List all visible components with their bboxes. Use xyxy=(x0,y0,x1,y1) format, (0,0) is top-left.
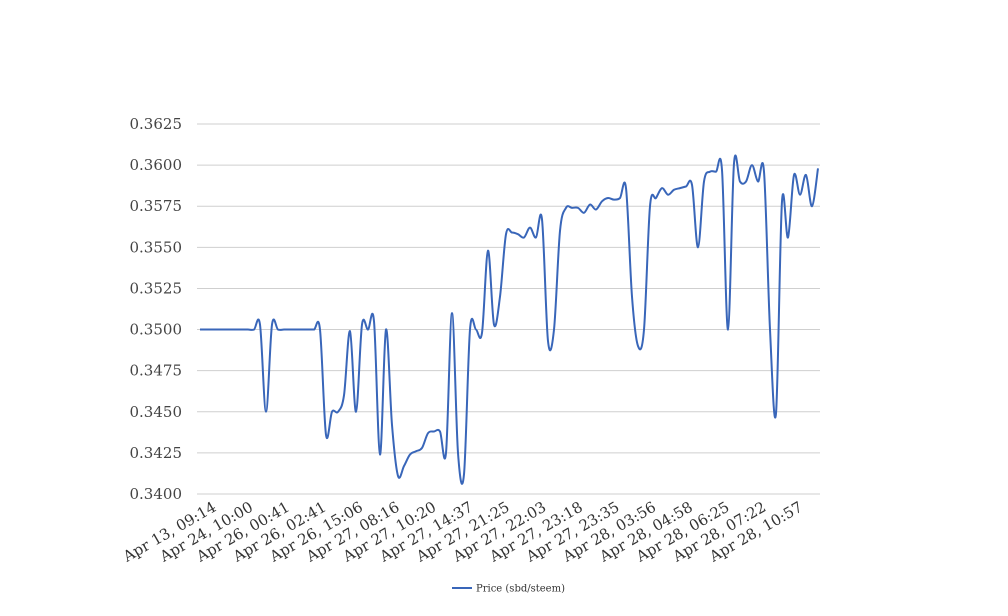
y-tick-label: 0.3425 xyxy=(130,444,183,462)
legend-label: Price (sbd/steem) xyxy=(476,584,565,595)
y-tick-label: 0.3625 xyxy=(130,115,183,133)
gridlines xyxy=(197,123,820,495)
y-tick-label: 0.3550 xyxy=(130,238,183,256)
y-tick-label: 0.3525 xyxy=(130,279,183,297)
y-tick-label: 0.3600 xyxy=(130,156,183,174)
legend: Price (sbd/steem) xyxy=(452,584,565,595)
y-tick-label: 0.3450 xyxy=(130,403,183,421)
series-line xyxy=(200,154,819,485)
y-tick-label: 0.3400 xyxy=(130,485,183,503)
series-lines xyxy=(200,154,819,485)
y-tick-label: 0.3475 xyxy=(130,362,183,380)
y-tick-label: 0.3500 xyxy=(130,321,183,339)
y-tick-label: 0.3575 xyxy=(130,197,183,215)
y-axis-tick-labels: 0.3400 0.3425 0.3450 0.3475 0.3500 0.3525 0.35… xyxy=(130,115,183,503)
